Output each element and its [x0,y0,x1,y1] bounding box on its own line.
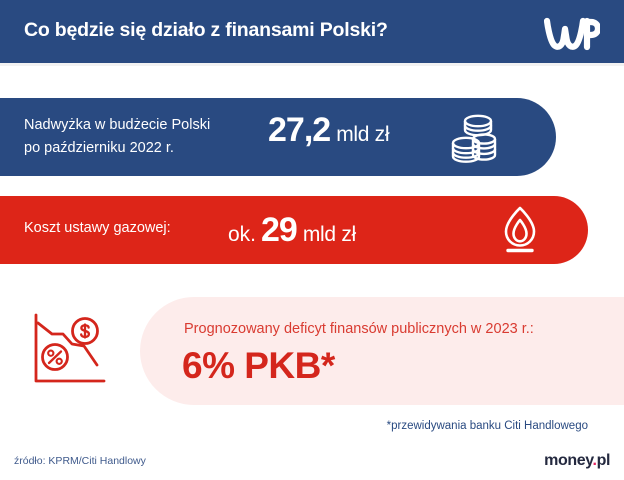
gas-law-value: ok. 29 mld zł [228,211,356,250]
surplus-label: Nadwyżka w budżecie Polski po październi… [24,114,254,160]
gas-law-prefix: ok. [228,223,257,246]
surplus-number: 27,2 [268,111,331,149]
moneypl-logo: money.pl [544,452,610,470]
surplus-unit: mld zł [336,123,390,146]
source-credit: źródło: KPRM/Citi Handlowy [14,455,146,467]
gas-flame-icon [496,205,544,255]
stat-row-deficit-forecast: Prognozowany deficyt finansów publicznyc… [140,297,624,405]
footnote: *przewidywania banku Citi Handlowego [386,420,588,432]
stat-row-gas-law-cost: Koszt ustawy gazowej: ok. 29 mld zł [0,196,588,264]
declining-chart-icon [22,307,118,393]
deficit-value: 6% PKB* [182,345,335,386]
coins-icon [448,112,504,164]
surplus-value: 27,2 mld zł [268,111,390,150]
moneypl-logo-tld: pl [596,452,611,469]
surplus-label-line1: Nadwyżka w budżecie Polski [24,117,211,133]
moneypl-logo-dot: . [592,452,597,469]
gas-law-unit: mld zł [302,223,356,246]
deficit-label: Prognozowany deficyt finansów publicznyc… [184,321,534,337]
stat-row-surplus: Nadwyżka w budżecie Polski po październi… [0,98,556,176]
page-header: Co będzie się działo z finansami Polski? [0,0,624,66]
wp-logo [543,14,602,52]
gas-law-number: 29 [261,211,298,249]
gas-law-label: Koszt ustawy gazowej: [24,220,171,236]
surplus-label-line2: po październiku 2022 r. [24,140,174,156]
page-title: Co będzie się działo z finansami Polski? [24,19,388,41]
moneypl-logo-main: money [544,452,593,469]
